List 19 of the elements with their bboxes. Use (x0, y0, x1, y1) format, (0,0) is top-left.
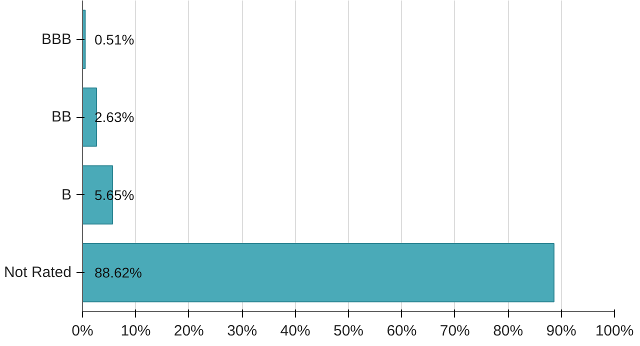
x-tick-label: 70% (440, 322, 470, 340)
x-tick-label: 30% (227, 322, 258, 340)
x-tick-label: 60% (386, 322, 417, 340)
x-tick-label: 100% (595, 322, 634, 340)
bar (82, 242, 554, 302)
y-tick-label: B (61, 186, 72, 204)
y-tick-label: BB (51, 108, 72, 126)
x-tick-label: 10% (120, 322, 151, 340)
x-tick-label: 80% (493, 322, 524, 340)
data-label: 0.51% (94, 31, 134, 48)
y-tick-label: Not Rated (4, 264, 72, 282)
x-tick-label: 50% (333, 322, 364, 340)
x-tick-label: 20% (174, 322, 204, 340)
x-tick-label: 90% (546, 322, 576, 340)
bar (82, 87, 97, 147)
x-tick-label: 40% (280, 322, 310, 340)
data-label: 88.62% (94, 264, 142, 281)
x-tick-label: 0% (72, 322, 94, 340)
y-tick-label: BBB (41, 30, 72, 48)
